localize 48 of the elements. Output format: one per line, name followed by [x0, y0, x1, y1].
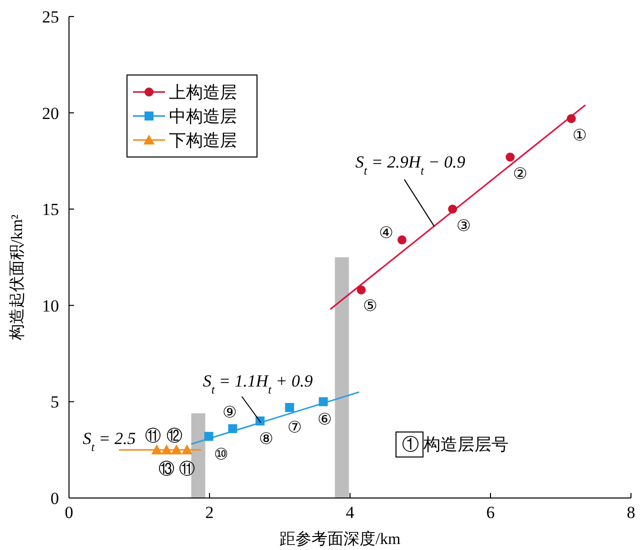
annotation: ⑪: [179, 460, 196, 478]
annotation: S$_{t}$ = 2.9H$_{t}$ − 0.9: [355, 152, 466, 178]
x-tick-label: 2: [205, 503, 214, 522]
y-tick-label: 15: [42, 200, 59, 220]
x-tick-label: 8: [626, 503, 636, 522]
x-axis-title: 距参考面深度/km: [280, 530, 401, 548]
annotation: ⑬: [158, 460, 175, 478]
annotation: ⑥: [317, 412, 332, 429]
legend-label: 中构造层: [169, 107, 237, 126]
annotation: ①: [572, 128, 586, 145]
y-tick-label: 20: [42, 104, 59, 123]
point: [356, 285, 366, 294]
annotation: ⑦: [288, 419, 302, 436]
annotation: S$_{t}$ = 1.1H$_{t}$ + 0.9: [202, 372, 314, 396]
annotation: ⑨: [222, 404, 237, 422]
annotation: S$_{t}$ = 2.5: [82, 428, 136, 454]
point: [448, 204, 458, 214]
point: [506, 152, 515, 162]
point: [318, 397, 328, 406]
y-axis-title: 构造起伏面积/km²: [8, 214, 26, 342]
point: [161, 444, 172, 454]
annotation: ① 构造层层号: [402, 435, 508, 454]
point: [566, 114, 576, 124]
point: [151, 444, 162, 454]
annotation: ⑪: [144, 426, 161, 445]
annotation: ⑧: [259, 430, 274, 448]
x-tick-label: 4: [346, 503, 355, 522]
point: [228, 424, 238, 434]
y-tick-label: 10: [42, 296, 59, 316]
point: [285, 402, 294, 412]
point: [204, 432, 214, 441]
annotation: ⑩: [214, 446, 228, 464]
annotation: ②: [513, 166, 528, 184]
point: [256, 416, 265, 426]
y-tick-label: 0: [50, 489, 59, 508]
y-tick-label: 25: [42, 8, 59, 26]
annotation: ③: [456, 218, 471, 236]
point: [170, 444, 182, 454]
annotation: ⑤: [363, 298, 378, 315]
annotation: ④: [378, 224, 393, 242]
point: [397, 235, 406, 244]
legend-label: 下构造层: [169, 131, 237, 150]
x-tick-label: 6: [486, 503, 495, 522]
point: [182, 444, 193, 454]
annotation: ⑫: [166, 426, 182, 445]
legend-label: 上构造层: [169, 83, 237, 102]
y-tick-label: 5: [50, 392, 59, 412]
x-tick-label: 0: [64, 503, 74, 522]
